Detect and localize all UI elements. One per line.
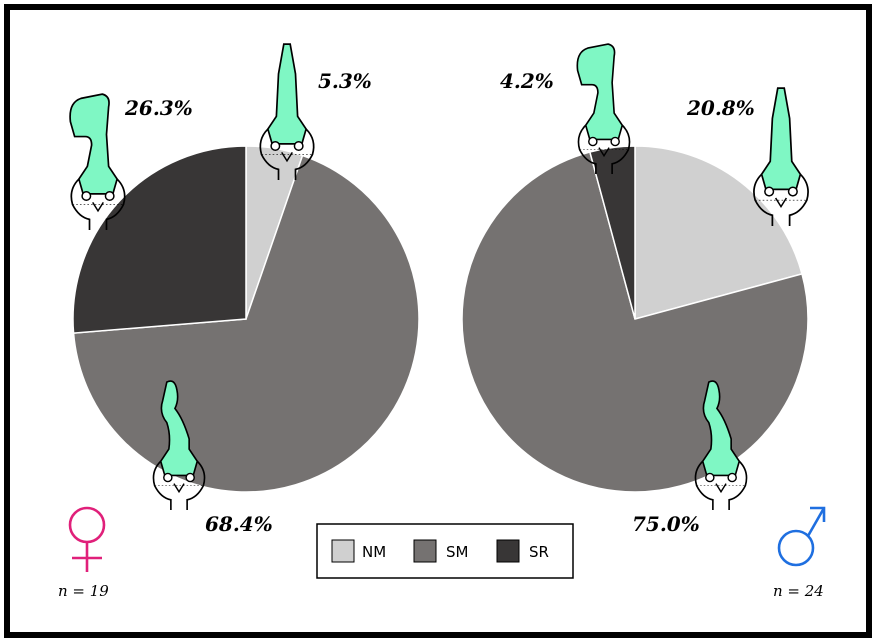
pie-slice-male-sm: [461, 151, 809, 493]
male-symbol-icon: [777, 506, 826, 567]
pie-slice-female-sm: [72, 154, 420, 493]
legend-swatch-sm: [413, 539, 437, 563]
pie-slice-male-nm: [634, 145, 803, 320]
legend: NM SM SR: [316, 523, 574, 579]
legend-swatch-sr: [496, 539, 520, 563]
pie-chart-male: [461, 145, 809, 493]
slice-label-male-sr: 4.2%: [500, 69, 554, 93]
legend-label-nm: NM: [362, 543, 386, 561]
slice-label-female-nm: 5.3%: [318, 69, 372, 93]
slice-label-male-sm: 75.0%: [632, 512, 700, 536]
slice-label-female-sm: 68.4%: [205, 512, 273, 536]
female-symbol-icon: [68, 506, 106, 572]
slice-label-male-nm: 20.8%: [686, 96, 755, 120]
n-label-female: n = 19: [58, 582, 109, 600]
legend-swatch-nm: [331, 539, 355, 563]
pie-slice-male-sr: [588, 145, 636, 320]
pie-slice-female-sr: [72, 145, 247, 334]
legend-label-sr: SR: [529, 543, 549, 561]
pie-chart-female: [72, 145, 420, 493]
n-label-male: n = 24: [773, 582, 824, 600]
legend-label-sm: SM: [446, 543, 468, 561]
slice-label-female-sr: 26.3%: [124, 96, 193, 120]
